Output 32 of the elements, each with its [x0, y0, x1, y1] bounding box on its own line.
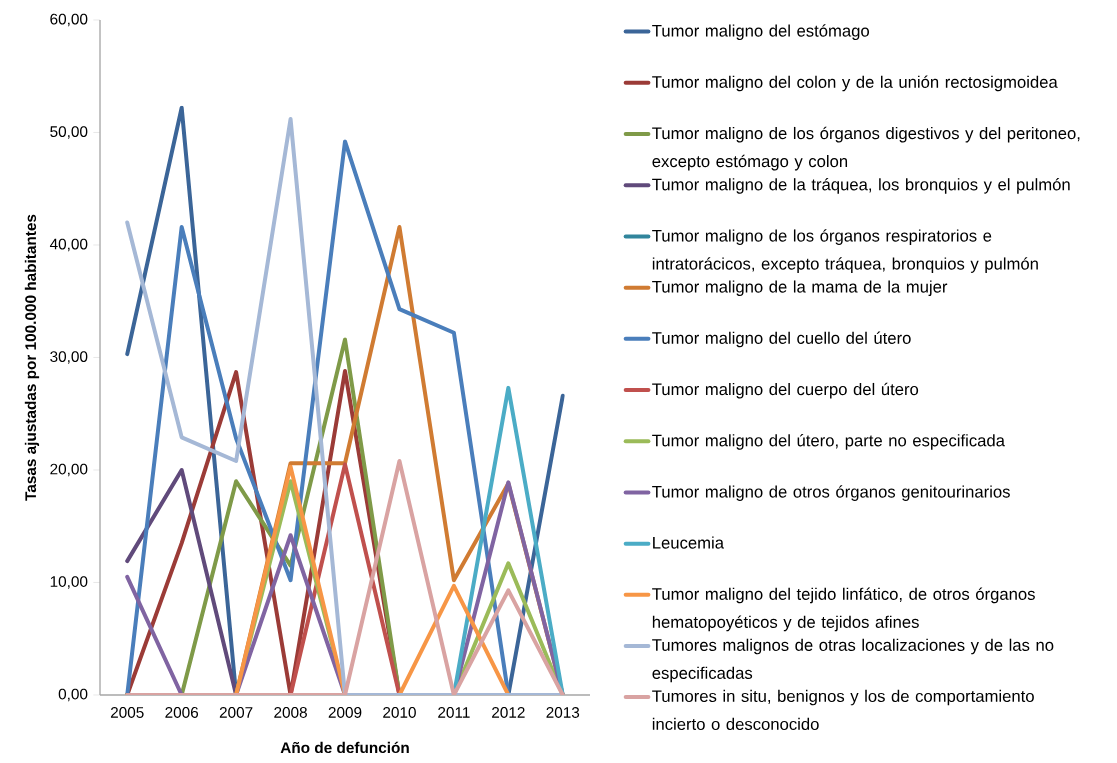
x-tick-label: 2011 — [438, 707, 470, 718]
x-tick-label: 2005 — [110, 707, 144, 718]
y-tick-label: 20,00 — [50, 463, 88, 477]
legend-label: Tumor maligno del útero, parte no especificada — [652, 433, 1005, 450]
legend-label: Tumor maligno del tejido linfático, de otros órganos hematopoyéticos y de tejidos afines — [652, 587, 1035, 632]
legend-label: Tumor maligno de los órganos respiratorios e intratorácicos, excepto tráquea, bronquios y pulmón — [652, 229, 1038, 273]
y-tick-label: 30,00 — [50, 351, 88, 364]
legend-label: Tumores malignos de otras localizaciones y de las no especificadas — [652, 638, 1054, 683]
x-tick-label: 2006 — [165, 707, 199, 718]
legend-label: Leucemia — [653, 536, 724, 549]
x-tick-label: 2012 — [492, 707, 525, 718]
legend-label: Tumor maligno de los órganos digestivos y del peritoneo, excepto estómago y colon — [652, 126, 1080, 171]
y-tick-label: 40,00 — [49, 238, 88, 252]
x-axis-title: Año de defunción — [280, 741, 409, 754]
legend-label: Tumor maligno del cuello del útero — [652, 331, 911, 348]
x-tick-label: 2013 — [546, 707, 580, 718]
y-tick-label: 0,00 — [58, 688, 88, 702]
legend-label: Tumor maligno de la mama de la mujer — [652, 280, 948, 296]
y-tick-label: 60,00 — [50, 13, 88, 27]
legend-label: Tumor maligno de otros órganos genitourinarios — [652, 485, 1010, 501]
x-tick-label: 2010 — [383, 707, 416, 718]
y-axis-title: Tasas ajustadas por 100.000 habitantes — [24, 214, 40, 501]
x-tick-label: 2008 — [274, 707, 307, 718]
legend-label: Tumor maligno del cuerpo del útero — [652, 382, 919, 399]
x-tick-label: 2009 — [328, 707, 362, 718]
legend-label: Tumor maligno del colon y de la unión rectosigmoidea — [652, 75, 1058, 92]
y-tick-label: 50,00 — [50, 126, 88, 139]
legend-label: Tumor maligno del estómago — [652, 24, 870, 40]
x-tick-label: 2007 — [219, 707, 253, 718]
legend-label: Tumores in situ, benignos y los de comportamiento incierto o desconocido — [652, 689, 1034, 731]
legend-label: Tumor maligno de la tráquea, los bronquios y el pulmón — [652, 177, 1070, 194]
y-tick-label: 10,00 — [50, 576, 88, 589]
